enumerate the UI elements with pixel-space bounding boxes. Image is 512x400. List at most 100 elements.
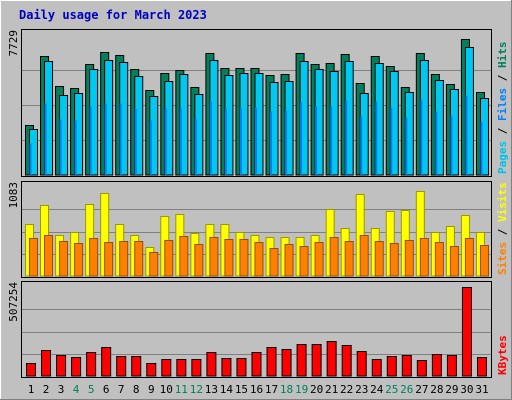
bar-sites [224, 239, 234, 277]
bar-sites [194, 244, 204, 277]
legend-label: Pages / Files / Hits [496, 42, 509, 175]
x-tick-label: 19 [295, 383, 308, 396]
bar-sites [209, 237, 219, 277]
bar-pages [465, 95, 468, 175]
bar-pages [74, 120, 77, 175]
x-tick-label: 28 [430, 383, 443, 396]
bar-pages [224, 108, 227, 175]
bar-pages [239, 108, 242, 175]
bar-kbytes [341, 345, 352, 377]
bar-kbytes [461, 287, 472, 377]
bar-kbytes [416, 360, 427, 377]
bar-pages [345, 100, 348, 175]
bar-sites [89, 238, 99, 277]
bar-pages [285, 110, 288, 175]
x-tick-label: 16 [250, 383, 263, 396]
x-tick-label: 13 [205, 383, 218, 396]
bar-sites [134, 241, 144, 277]
bar-pages [315, 106, 318, 175]
bar-kbytes [236, 358, 247, 377]
bar-kbytes [296, 344, 307, 377]
bar-kbytes [191, 359, 202, 377]
bar-pages [134, 108, 137, 175]
bar-pages [194, 118, 197, 175]
bar-pages [330, 106, 333, 175]
bar-kbytes [146, 363, 157, 377]
bar-kbytes [56, 355, 67, 377]
bar-sites [74, 243, 84, 277]
x-tick-label: 5 [88, 383, 95, 396]
panel-visits-sites: 1083 Sites / Visits [7, 181, 509, 278]
bar-pages [89, 106, 92, 175]
bar-sites [329, 237, 339, 277]
axis-max-label: 7729 [7, 30, 20, 57]
bar-sites [29, 238, 38, 277]
x-tick-label: 12 [190, 383, 203, 396]
legend-entry: Files [496, 88, 509, 121]
bars [25, 39, 489, 176]
legend-label: Sites / Visits [496, 182, 509, 275]
bar-sites [59, 241, 69, 277]
x-tick-label: 11 [175, 383, 188, 396]
bar-kbytes [431, 354, 442, 377]
bar-pages [149, 120, 152, 175]
bar-pages [300, 102, 303, 175]
bar-pages [375, 101, 378, 175]
bar-kbytes [446, 355, 457, 377]
bar-pages [209, 101, 212, 175]
legend-entry: Sites [496, 242, 509, 275]
bar-kbytes [41, 350, 52, 377]
bar-sites [464, 238, 474, 277]
bar-sites [389, 243, 399, 277]
bar-pages [480, 121, 483, 175]
bar-kbytes [101, 347, 112, 377]
bar-pages [179, 107, 182, 175]
bar-sites [344, 241, 354, 277]
x-tick-label: 29 [445, 383, 458, 396]
bar-sites [239, 239, 249, 277]
legend-entry: KBytes [496, 335, 509, 375]
bar-kbytes [371, 359, 382, 377]
legend-separator: / [496, 222, 509, 242]
legend-entry: Hits [496, 42, 509, 69]
bar-pages [450, 115, 453, 175]
x-tick-label: 22 [340, 383, 353, 396]
x-tick-label: 2 [43, 383, 50, 396]
x-tick-label: 9 [148, 383, 155, 396]
bar-sites [314, 242, 324, 277]
legend-label: KBytes [496, 335, 509, 375]
bar-pages [435, 111, 438, 175]
panel-hits-files-pages: 7729 Pages / Files / Hits [7, 29, 509, 177]
x-tick-label: 21 [325, 383, 338, 396]
chart-title: Daily usage for March 2023 [19, 8, 207, 22]
panel-kbytes: 507254 KBytes [7, 281, 509, 378]
x-axis-labels: 1 2 3 4 5 6 7 8 9 10 11 12 13 14 15 16 17 18 19 20 21 22 23 24 2… [28, 383, 489, 396]
x-tick-label: 25 [385, 383, 398, 396]
x-tick-label: 31 [475, 383, 488, 396]
bar-sites [269, 248, 279, 277]
x-tick-label: 15 [235, 383, 248, 396]
bar-kbytes [116, 356, 127, 377]
bar-sites [449, 246, 459, 277]
bar-sites [299, 246, 309, 277]
bar-pages [44, 103, 47, 175]
bar-kbytes [206, 352, 217, 377]
x-tick-label: 14 [220, 383, 234, 396]
bar-pages [164, 108, 167, 175]
bar-pages [270, 111, 273, 175]
bars [25, 191, 489, 277]
bar-sites [164, 240, 174, 277]
x-tick-label: 18 [280, 383, 293, 396]
x-tick-label: 30 [460, 383, 473, 396]
legend-entry: Pages [496, 141, 509, 174]
bar-kbytes [161, 359, 172, 377]
axis-max-label: 1083 [7, 182, 20, 209]
bar-pages [29, 143, 32, 175]
bar-kbytes [476, 357, 487, 377]
bar-kbytes [221, 358, 232, 377]
x-tick-label: 7 [118, 383, 125, 396]
x-tick-label: 23 [355, 383, 368, 396]
bar-pages [390, 107, 393, 175]
bar-sites [284, 244, 294, 277]
